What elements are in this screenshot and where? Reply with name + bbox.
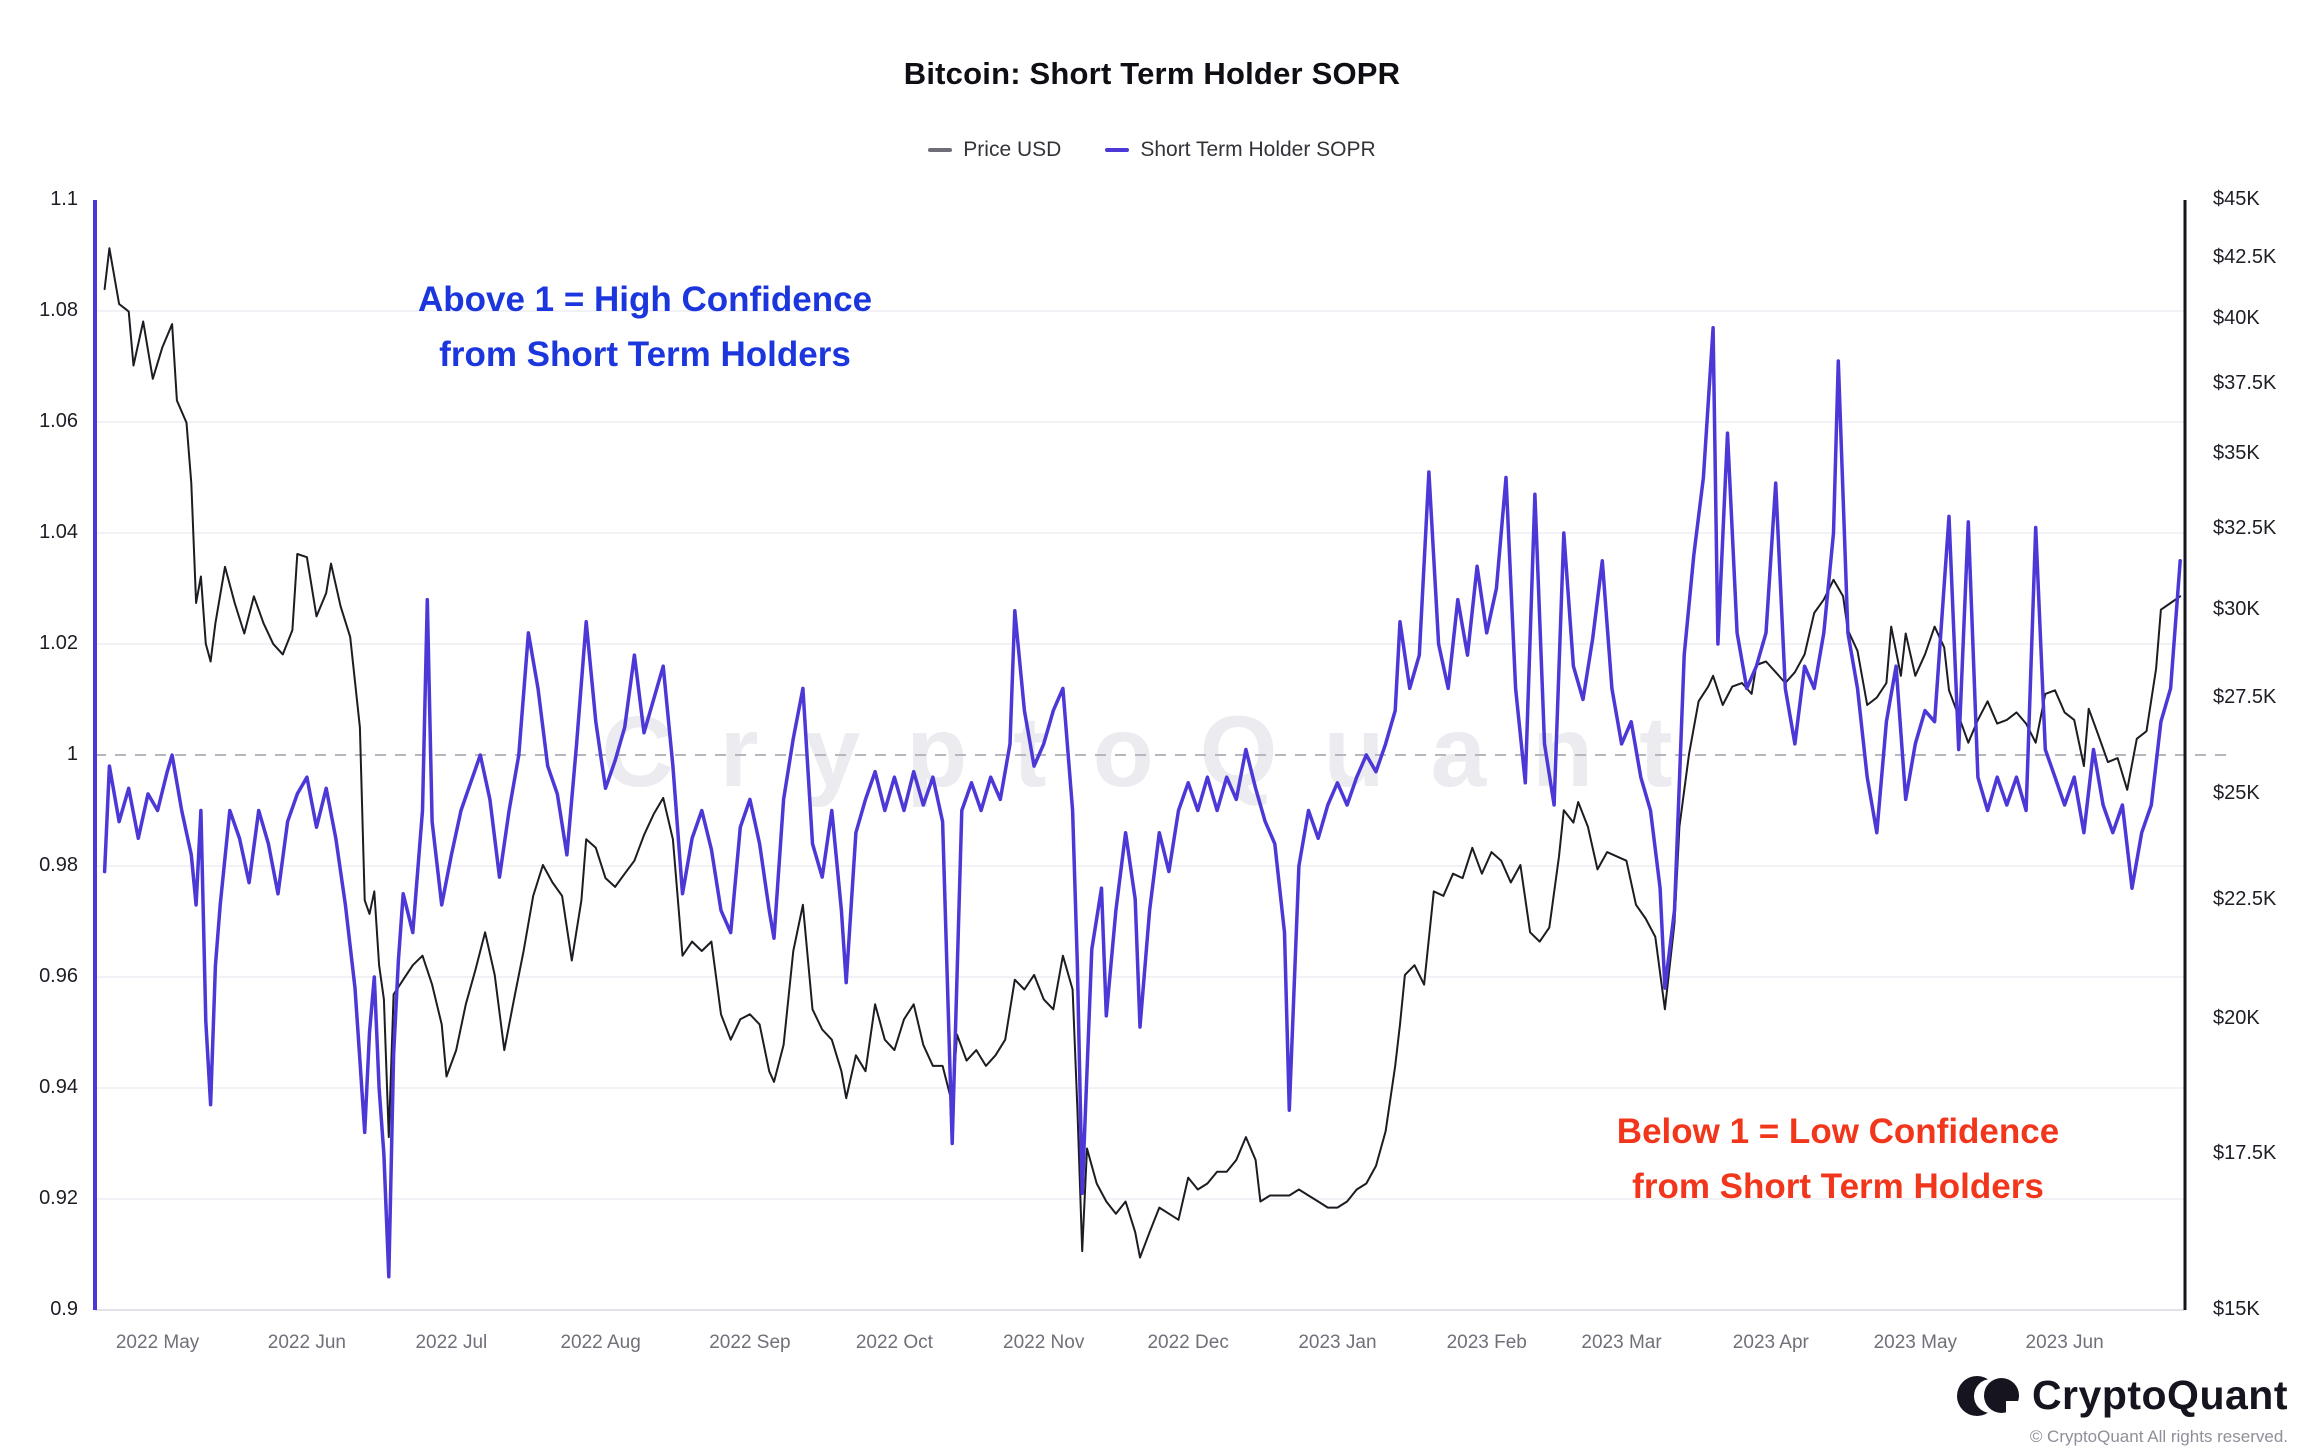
legend-label-sopr: Short Term Holder SOPR bbox=[1140, 138, 1376, 161]
brand-name: CryptoQuant bbox=[2031, 1372, 2288, 1418]
legend-label-price: Price USD bbox=[963, 138, 1062, 161]
annotation-low-line2: from Short Term Holders bbox=[1632, 1167, 2044, 1206]
cryptoquant-logo-icon bbox=[1956, 1375, 2019, 1416]
footer-branding: CryptoQuant © CryptoQuant All rights res… bbox=[1956, 1372, 2288, 1447]
annotation-high-line1: Above 1 = High Confidence bbox=[417, 280, 873, 319]
copyright-text: © CryptoQuant All rights reserved. bbox=[2029, 1427, 2288, 1446]
brand-row: CryptoQuant bbox=[1956, 1372, 2288, 1419]
sopr-line-marker-icon bbox=[1105, 148, 1130, 152]
annotation-low-line1: Below 1 = Low Confidence bbox=[1616, 1112, 2060, 1151]
legend-item-sth-sopr[interactable]: Short Term Holder SOPR bbox=[1105, 138, 1376, 162]
page-title: Bitcoin: Short Term Holder SOPR bbox=[903, 56, 1401, 91]
price-line-marker-icon bbox=[928, 148, 953, 152]
gridlines bbox=[95, 310, 2185, 1200]
annotation-low-confidence: Below 1 = Low Confidence from Short Term… bbox=[1617, 1104, 2059, 1214]
annotation-high-line2: from Short Term Holders bbox=[439, 335, 851, 374]
legend-item-price-usd[interactable]: Price USD bbox=[928, 138, 1061, 162]
legend: Price USD Short Term Holder SOPR bbox=[0, 138, 2304, 162]
watermark-text: CryptoQuant bbox=[601, 695, 1719, 808]
annotation-high-confidence: Above 1 = High Confidence from Short Ter… bbox=[418, 272, 872, 382]
sth-sopr-line bbox=[102, 325, 2182, 1279]
